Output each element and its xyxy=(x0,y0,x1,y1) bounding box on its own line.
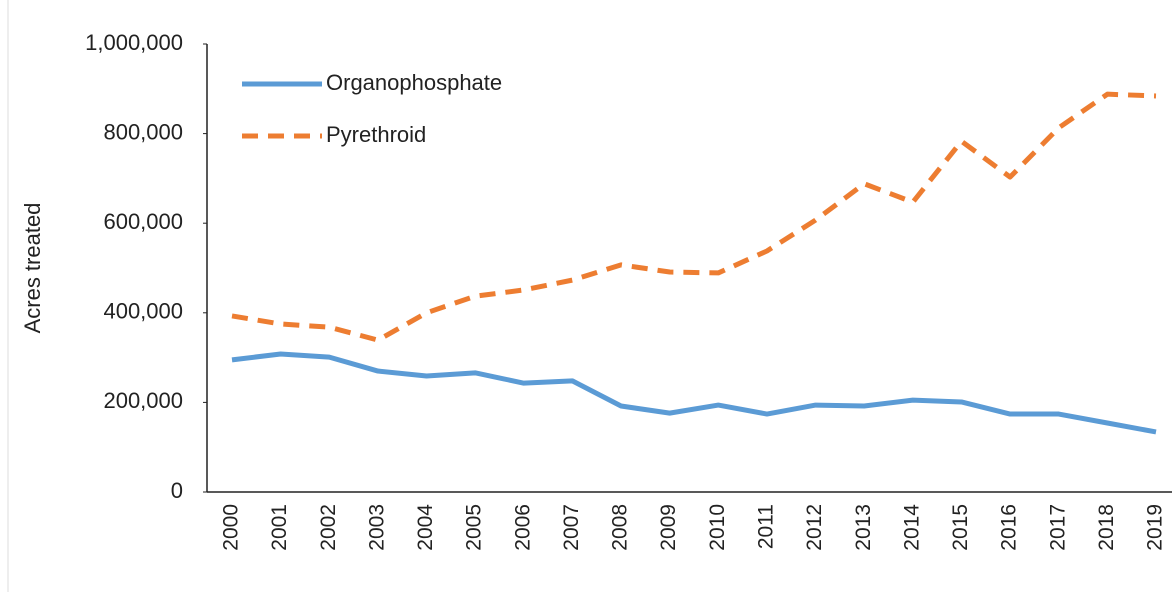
x-tick-label: 2014 xyxy=(900,504,923,551)
y-tick-label: 1,000,000 xyxy=(85,30,183,55)
x-tick-label: 2009 xyxy=(657,504,680,551)
y-tick-label: 200,000 xyxy=(103,388,183,413)
series-line xyxy=(231,91,1157,343)
y-tick-label: 600,000 xyxy=(103,209,183,234)
x-tick-label: 2010 xyxy=(706,504,729,551)
x-tick-label: 2013 xyxy=(852,504,875,551)
y-tick-label: 0 xyxy=(171,478,183,503)
x-tick-label: 2019 xyxy=(1144,504,1167,551)
x-tick-label: 2005 xyxy=(463,504,486,551)
x-tick-label: 2016 xyxy=(998,504,1021,551)
x-tick-label: 2015 xyxy=(949,504,972,551)
y-tick-label: 800,000 xyxy=(103,119,183,144)
x-tick-label: 2001 xyxy=(268,504,291,551)
x-tick-label: 2003 xyxy=(365,504,388,551)
x-tick-label: 2008 xyxy=(609,504,632,551)
x-tick-label: 2007 xyxy=(560,504,583,551)
legend-label: Organophosphate xyxy=(326,70,502,95)
x-tick-label: 2017 xyxy=(1046,504,1069,551)
y-tick-label: 400,000 xyxy=(103,299,183,324)
x-tick-label: 2018 xyxy=(1095,504,1118,551)
x-tick-label: 2000 xyxy=(220,504,243,551)
x-tick-label: 2006 xyxy=(511,504,534,551)
y-axis-title: Acres treated xyxy=(20,203,45,334)
legend-label: Pyrethroid xyxy=(326,122,426,147)
x-tick-label: 2011 xyxy=(754,504,777,549)
x-tick-label: 2002 xyxy=(317,504,340,551)
x-tick-label: 2004 xyxy=(414,504,437,551)
series-line xyxy=(231,351,1157,435)
x-tick-label: 2012 xyxy=(803,504,826,551)
